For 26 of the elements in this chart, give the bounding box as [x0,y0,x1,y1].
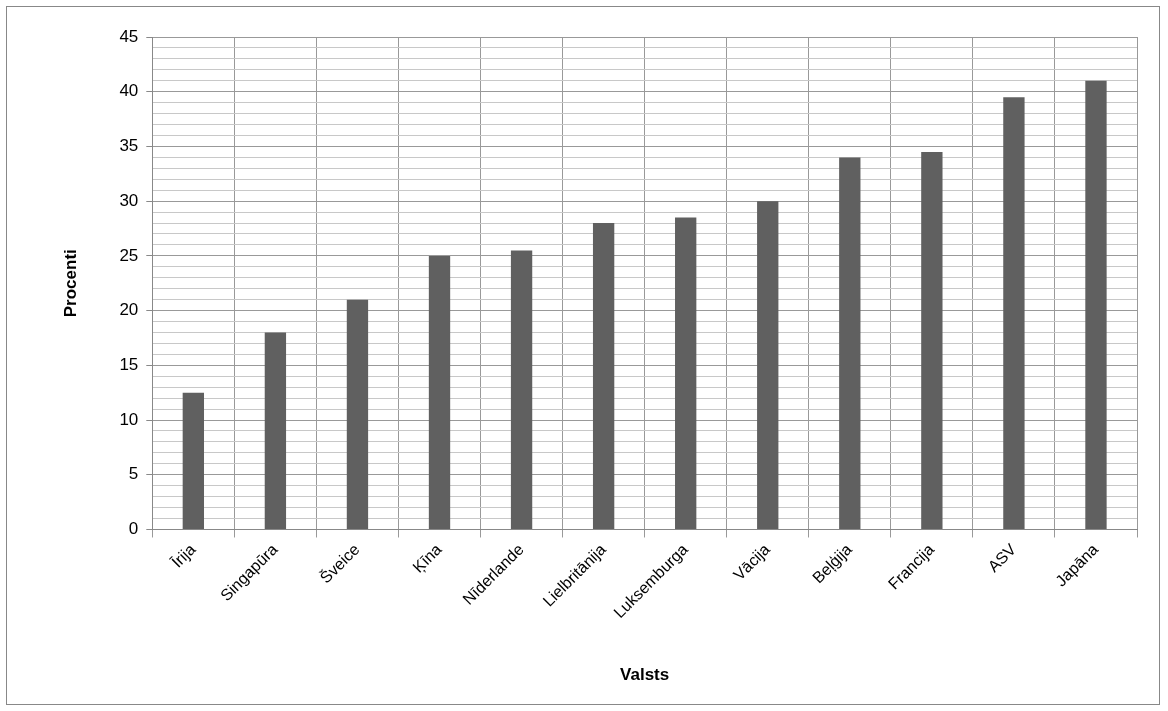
y-tick-label: 35 [119,136,139,156]
x-tick-label: Ķīna [409,540,445,576]
bar [182,392,205,529]
y-tick-label: 25 [119,245,139,265]
bar [1085,80,1107,529]
y-tick-label: 40 [119,81,139,101]
y-tick-label: 20 [119,300,139,320]
y-tick-label: 10 [119,409,139,429]
y-axis-title: Procenti [60,249,80,318]
y-tick-label: 30 [119,190,139,210]
bar [510,250,533,529]
bar [921,151,943,529]
bar [592,223,615,529]
y-tick-label: 15 [119,355,139,374]
bar [264,332,287,529]
bar [1003,97,1025,529]
x-axis-title: Valsts [620,665,670,685]
y-tick-label: 45 [119,26,139,46]
x-tick-label: Īrija [168,540,199,571]
bar [346,299,369,529]
bar [428,255,451,529]
bar [757,201,779,529]
bar [839,157,861,529]
bar [675,217,697,529]
y-tick-label: 5 [128,464,139,484]
y-tick-label: 0 [128,519,139,539]
